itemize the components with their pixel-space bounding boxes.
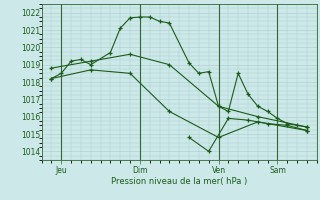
X-axis label: Pression niveau de la mer( hPa ): Pression niveau de la mer( hPa ) — [111, 177, 247, 186]
